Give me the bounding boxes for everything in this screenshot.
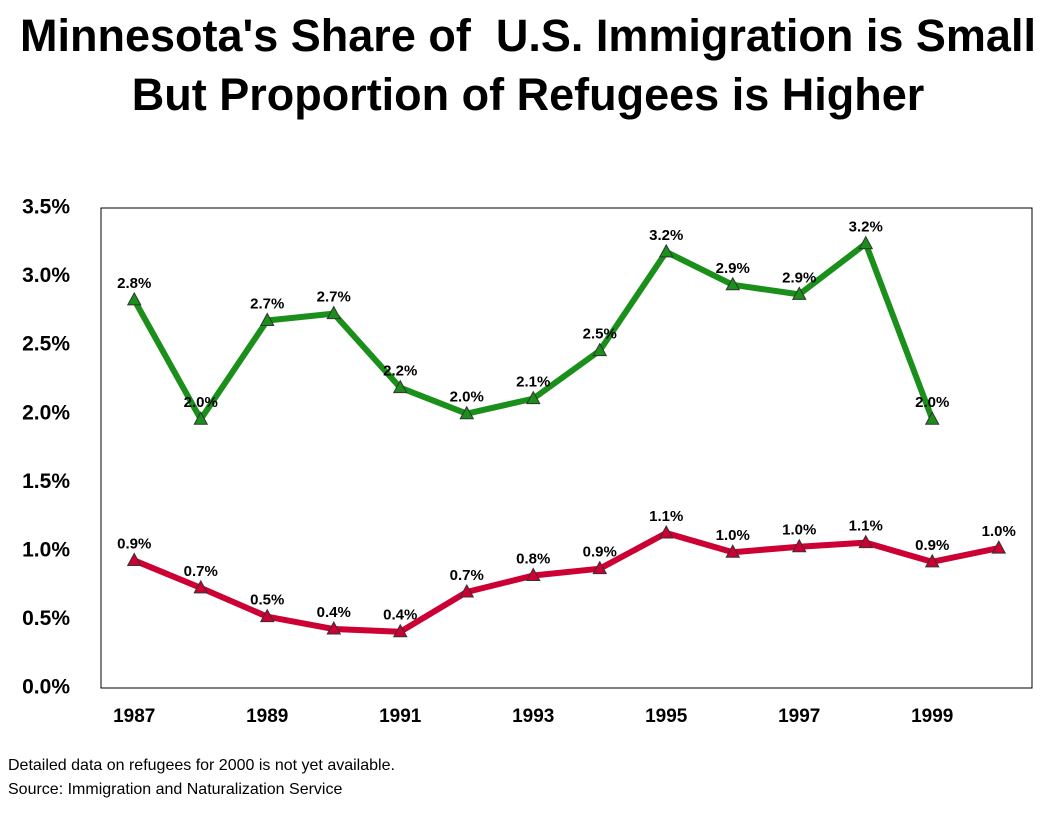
data-marker — [924, 411, 940, 425]
data-marker — [858, 534, 874, 549]
data-marker — [791, 286, 807, 300]
data-label: 2.7% — [317, 289, 351, 306]
data-marker — [791, 538, 807, 553]
data-marker — [592, 560, 608, 575]
data-marker — [326, 620, 342, 635]
data-marker — [193, 411, 209, 425]
data-label: 2.0% — [450, 389, 484, 406]
y-tick-label: 1.0% — [22, 538, 70, 561]
y-tick-label: 1.5% — [22, 470, 70, 493]
data-label: 0.8% — [516, 551, 550, 568]
data-marker — [392, 379, 408, 394]
data-marker — [459, 405, 475, 420]
y-tick-label: 2.5% — [22, 333, 70, 356]
data-marker — [924, 553, 940, 568]
data-marker — [259, 608, 275, 623]
data-label: 3.2% — [649, 227, 683, 244]
data-label: 0.5% — [250, 592, 284, 609]
data-label: 1.0% — [982, 523, 1016, 540]
data-label: 2.5% — [583, 326, 617, 343]
data-label: 0.7% — [450, 567, 484, 584]
data-marker — [392, 623, 408, 638]
data-marker — [259, 312, 275, 326]
data-label: 2.8% — [117, 275, 151, 292]
data-label: 0.9% — [915, 537, 949, 554]
data-label: 2.1% — [516, 374, 550, 391]
plot-area — [100, 207, 1033, 689]
data-label: 3.2% — [849, 219, 883, 236]
data-marker — [126, 291, 142, 306]
y-tick-label: 3.5% — [22, 196, 70, 219]
data-label: 1.0% — [782, 522, 816, 539]
y-tick-label: 0.5% — [22, 607, 70, 630]
y-tick-label: 0.0% — [22, 676, 70, 699]
data-label: 1.0% — [716, 527, 750, 544]
data-label: 2.0% — [915, 394, 949, 411]
data-marker — [126, 552, 142, 566]
data-label: 2.7% — [250, 295, 284, 312]
data-marker — [725, 276, 741, 291]
series-line — [133, 530, 1000, 635]
data-label: 1.1% — [649, 508, 683, 525]
data-marker — [725, 544, 741, 558]
data-label: 0.9% — [117, 535, 151, 552]
y-tick-label: 2.0% — [22, 401, 70, 424]
data-label: 2.2% — [383, 363, 417, 380]
y-tick-label: 3.0% — [22, 264, 70, 287]
data-label: 2.0% — [184, 394, 218, 411]
x-tick-label: 1989 — [246, 706, 288, 727]
data-marker — [525, 390, 541, 405]
data-label: 0.4% — [383, 607, 417, 624]
x-tick-label: 1993 — [512, 706, 554, 727]
data-label: 1.1% — [849, 518, 883, 535]
x-tick-label: 1995 — [645, 706, 688, 727]
data-label: 0.4% — [317, 604, 351, 621]
x-tick-label: 1999 — [911, 706, 953, 727]
source-note: Source: Immigration and Naturalization S… — [8, 781, 343, 798]
data-marker — [858, 235, 874, 250]
x-tick-label: 1987 — [113, 706, 155, 727]
data-marker — [991, 540, 1007, 554]
data-label: 2.9% — [782, 269, 816, 286]
data-label: 0.7% — [184, 563, 218, 580]
data-marker — [326, 305, 342, 320]
data-label: 0.9% — [583, 544, 617, 561]
data-label: 2.9% — [716, 260, 750, 277]
data-marker — [459, 583, 475, 598]
chart-title: Minnesota's Share of U.S. Immigration is… — [20, 10, 1049, 120]
data-marker — [658, 243, 674, 258]
x-tick-label: 1991 — [379, 706, 422, 727]
data-marker — [658, 524, 674, 539]
footnote: Detailed data on refugees for 2000 is no… — [8, 757, 395, 774]
data-marker — [592, 342, 608, 357]
x-tick-label: 1997 — [778, 706, 820, 727]
data-marker — [525, 567, 541, 582]
data-marker — [193, 579, 209, 594]
